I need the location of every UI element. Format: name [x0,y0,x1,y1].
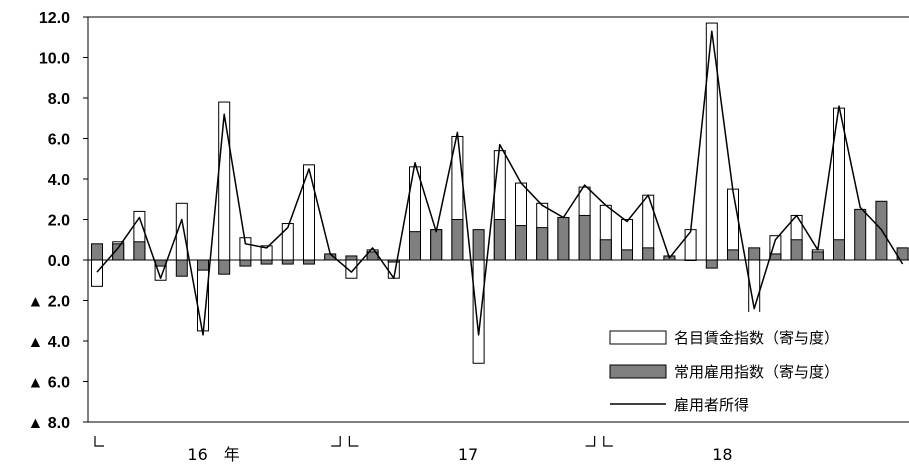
bar-employment [493,219,506,261]
year-label: 16 年 [187,445,239,464]
y-tick-label: 10.0 [39,51,70,68]
y-tick-label: 4.0 [48,172,70,189]
bar-employment [705,259,718,269]
bar-employment [387,259,400,263]
bar-employment [557,216,570,261]
y-tick-label: ▲ 8.0 [27,415,70,432]
bar-employment [197,259,209,271]
y-tick-label: ▲ 2.0 [27,294,70,311]
y-tick-label: 6.0 [48,132,70,149]
bar-employment [451,219,464,261]
y-tick-label: 8.0 [48,91,70,108]
year-bracket-start [348,436,359,447]
bar-employment [112,243,125,261]
bar-employment [175,259,188,277]
bar-nominal-wage [684,229,697,261]
bar-employment [91,243,103,261]
bar-nominal-wage [91,259,103,287]
bar-employment [536,227,549,261]
bar-employment [599,239,612,261]
bar-employment [833,239,845,261]
bar-employment [281,259,294,265]
bar-employment [430,229,443,261]
bar-employment [748,247,761,261]
bar-employment [345,255,358,261]
bar-nominal-wage [281,223,294,261]
year-bracket-end [585,436,596,447]
y-tick-label: ▲ 6.0 [27,375,70,392]
y-tick-label: 12.0 [39,10,70,27]
legend: 名目賃金指数（寄与度） 常用雇用指数（寄与度） 雇用者所得 [594,312,904,420]
bar-employment [472,229,485,261]
bar-employment [303,259,315,265]
bar-nominal-wage [727,188,739,261]
bar-nominal-wage [218,101,231,261]
line-layer [96,30,904,336]
bar-employment [239,259,252,267]
y-tick-label: 2.0 [48,213,70,230]
legend-swatch-nominal-wage [609,330,667,345]
year-bracket-start [94,436,104,447]
legend-label-nominal-wage: 名目賃金指数（寄与度） [674,329,839,347]
bar-employment [811,251,824,261]
bar-employment [133,241,146,261]
bar-nominal-wage [472,259,485,364]
x-axis-groups: 16 年 17 18 [94,436,733,464]
y-tick-label: ▲ 4.0 [27,334,70,351]
year-bracket-start [603,436,613,447]
bar-employment [578,214,591,261]
year-label: 18 [712,445,732,464]
bar-employment [218,259,231,275]
bar-employment [515,225,527,261]
year-bracket-end [331,436,341,447]
y-tick-label: 0.0 [48,253,70,270]
tick-labels: 12.0 10.0 8.0 6.0 4.0 2.0 0.0 ▲ 2.0 ▲ 4.0 ▲ 6.0 ▲ … [27,10,70,432]
legend-label-compensation: 雇用者所得 [674,396,749,414]
bar-employment [409,231,421,261]
legend-swatch-employment [609,364,667,379]
line-compensation [96,30,904,336]
bar-employment [684,259,697,261]
bar-employment [790,239,803,261]
year-label: 17 [458,445,478,464]
legend-label-employment: 常用雇用指数（寄与度） [674,363,839,381]
bar-employment [621,249,633,261]
bar-employment [642,247,655,261]
bar-employment [260,259,273,265]
bar-employment [727,249,739,261]
bar-employment [854,208,867,261]
